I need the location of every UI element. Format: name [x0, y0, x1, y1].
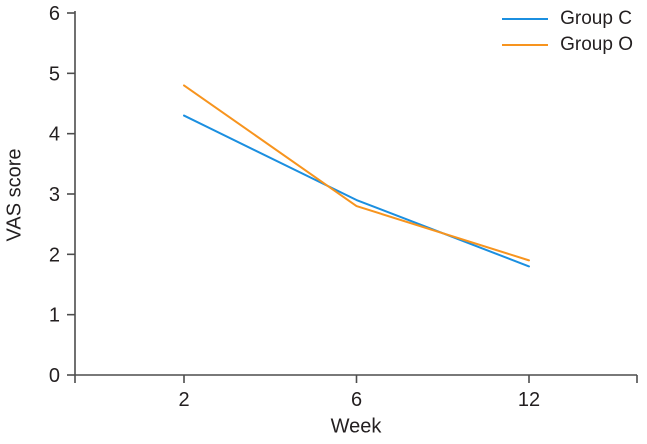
y-tick-label: 5	[49, 63, 60, 85]
y-tick-label: 0	[49, 365, 60, 387]
y-tick-label: 6	[49, 3, 60, 25]
series-line-group-c	[183, 114, 530, 268]
x-tick-label: 12	[518, 389, 540, 411]
legend: Group C Group O	[502, 6, 633, 58]
y-axis-title: VAS score	[3, 148, 26, 242]
group-c-line-swatch	[502, 17, 549, 21]
legend-item-group-c: Group C	[502, 6, 633, 32]
x-tick-label: 2	[178, 389, 189, 411]
y-tick-label: 4	[49, 124, 60, 146]
legend-label-group-c: Group C	[560, 8, 632, 29]
legend-label-group-o: Group O	[560, 34, 633, 55]
series-line-group-o	[183, 84, 530, 262]
x-axis-title: Week	[330, 415, 382, 438]
y-tick-label: 1	[49, 305, 60, 327]
y-tick-label: 2	[49, 244, 60, 266]
legend-item-group-o: Group O	[502, 32, 633, 58]
y-tick-label: 3	[49, 184, 60, 206]
x-tick-label: 6	[351, 389, 362, 411]
group-o-line-swatch	[502, 43, 549, 47]
